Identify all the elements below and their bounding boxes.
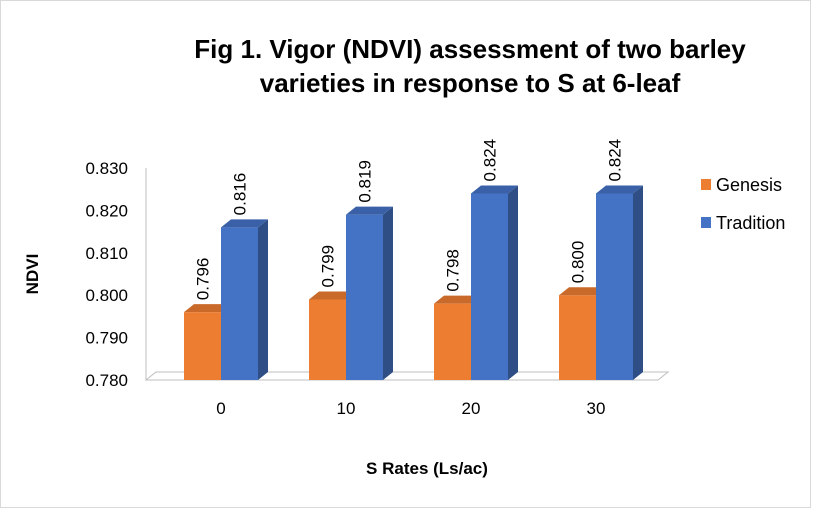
bar-top — [471, 185, 518, 194]
bar-top — [596, 185, 643, 194]
data-label: 0.799 — [319, 245, 338, 288]
bar-front — [221, 227, 258, 380]
x-tick-label: 0 — [216, 399, 225, 418]
chart-title-line-1: Fig 1. Vigor (NDVI) assessment of two ba… — [194, 34, 746, 64]
bar-tradition-0 — [221, 219, 268, 380]
data-label: 0.796 — [194, 258, 213, 301]
data-label: 0.800 — [569, 241, 588, 284]
x-tick-label: 20 — [462, 399, 481, 418]
bar-top — [346, 206, 393, 215]
bar-tradition-30 — [596, 185, 643, 380]
data-label: 0.798 — [444, 249, 463, 292]
x-axis-title: S Rates (Ls/ac) — [366, 459, 488, 478]
bar-front — [346, 214, 383, 380]
y-tick-label: 0.780 — [85, 371, 128, 390]
chart-title-line-2: varieties in response to S at 6-leaf — [260, 68, 681, 98]
y-tick-label: 0.790 — [85, 329, 128, 348]
bars — [184, 185, 643, 380]
bar-top — [184, 304, 231, 313]
data-label: 0.819 — [356, 160, 375, 203]
y-tick-label: 0.800 — [85, 286, 128, 305]
bar-top — [309, 291, 356, 300]
bar-front — [184, 312, 221, 380]
data-label: 0.824 — [481, 139, 500, 182]
legend-swatch-tradition — [701, 217, 711, 228]
y-tick-label: 0.810 — [85, 244, 128, 263]
bar-front — [559, 295, 596, 380]
y-axis-title: NDVI — [23, 254, 42, 295]
x-tick-label: 10 — [337, 399, 356, 418]
x-axis-ticks: 0 10 20 30 — [216, 399, 605, 418]
bar-front — [309, 299, 346, 380]
bar-front — [434, 303, 471, 380]
bar-side — [383, 206, 393, 380]
bar-tradition-10 — [346, 206, 393, 380]
y-tick-label: 0.830 — [85, 159, 128, 178]
bar-front — [596, 193, 633, 380]
bar-side — [633, 185, 643, 380]
legend-swatch-genesis — [701, 179, 711, 190]
legend-label-genesis: Genesis — [716, 175, 782, 195]
y-axis-ticks: 0.780 0.790 0.800 0.810 0.820 0.830 — [85, 159, 128, 390]
bar-top — [221, 219, 268, 228]
bar-side — [258, 219, 268, 380]
data-labels: 0.796 0.816 0.799 0.819 0.798 0.824 0.800 0.824 — [194, 139, 625, 300]
bar-side — [508, 185, 518, 380]
bar-tradition-20 — [471, 185, 518, 380]
data-label: 0.824 — [606, 139, 625, 182]
legend-label-tradition: Tradition — [716, 213, 785, 233]
bar-top — [434, 295, 481, 304]
y-tick-label: 0.820 — [85, 201, 128, 220]
bar-front — [471, 193, 508, 380]
bar-top — [559, 287, 606, 296]
data-label: 0.816 — [231, 173, 250, 216]
x-tick-label: 30 — [587, 399, 606, 418]
legend: Genesis Tradition — [701, 175, 785, 233]
